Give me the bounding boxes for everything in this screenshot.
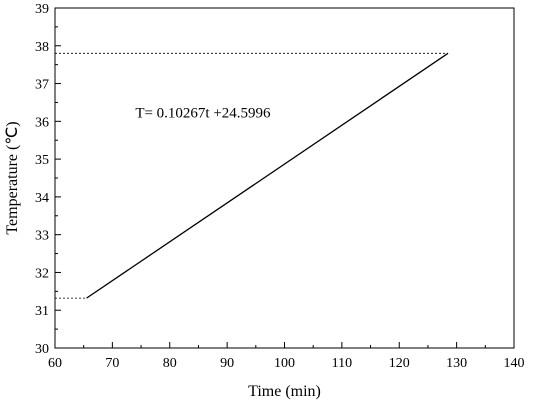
y-axis-tick-labels: 30 31 32 33 34 35 36 37 38 39 [35,2,49,357]
x-tick-label-100: 100 [274,356,295,371]
y-tick-label-30: 30 [35,342,49,357]
y-tick-label-38: 38 [35,40,49,55]
x-tick-label-110: 110 [332,356,352,371]
x-axis-tick-labels: 60 70 80 90 100 110 120 130 140 [48,356,525,371]
y-tick-label-37: 37 [35,78,49,93]
x-axis-ticks [54,342,515,348]
x-tick-label-130: 130 [446,356,467,371]
y-axis-ticks [55,7,61,349]
y-axis-title: Temperature (℃) [4,121,21,234]
data-series [86,52,449,299]
y-tick-label-34: 34 [35,191,49,206]
regression-equation-label: T= 0.10267t +24.5996 [135,106,271,122]
reference-lines [55,52,449,299]
x-tick-label-120: 120 [389,356,410,371]
y-tick-label-33: 33 [35,229,49,244]
x-tick-label-80: 80 [163,356,177,371]
series-line-0 [86,52,449,299]
y-tick-label-32: 32 [35,266,49,281]
x-tick-label-90: 90 [220,356,234,371]
x-tick-label-140: 140 [504,356,525,371]
y-tick-label-36: 36 [35,115,49,130]
y-tick-label-31: 31 [35,304,49,319]
y-tick-label-35: 35 [35,153,49,168]
y-tick-label-39: 39 [35,2,49,17]
x-axis-title: Time (min) [248,383,321,400]
x-tick-label-70: 70 [105,356,119,371]
x-tick-label-60: 60 [48,356,62,371]
plot-frame [54,7,515,349]
annotations: T= 0.10267t +24.5996 [135,106,271,122]
